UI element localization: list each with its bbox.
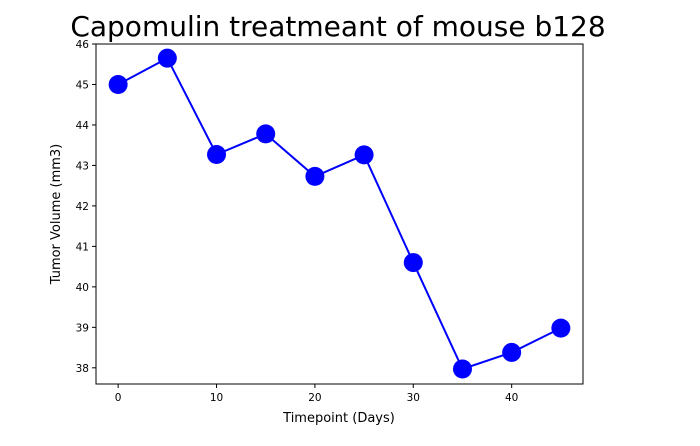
- y-tick-label: 44: [76, 120, 90, 132]
- data-point: [452, 359, 472, 379]
- plot-frame: [95, 43, 584, 385]
- x-tick-label: 0: [115, 392, 122, 404]
- x-axis-ticks: 0 10 20 30 40: [115, 384, 518, 404]
- chart-title: Capomulin treatmeant of mouse b128: [70, 10, 605, 43]
- data-point: [256, 124, 276, 144]
- y-tick-label: 38: [76, 363, 89, 375]
- y-tick-label: 45: [76, 79, 89, 91]
- y-tick-label: 40: [76, 282, 89, 294]
- series-line: [117, 56, 562, 371]
- x-tick-label: 10: [210, 392, 223, 404]
- data-point: [157, 48, 177, 68]
- x-tick-label: 20: [308, 392, 321, 404]
- y-axis-ticks: 38 39 40 41 42 43 44 45 46: [76, 39, 96, 375]
- y-tick-label: 41: [76, 241, 89, 253]
- x-tick-label: 40: [505, 392, 518, 404]
- y-tick-label: 43: [76, 160, 89, 172]
- data-point: [502, 342, 522, 362]
- data-point: [354, 145, 374, 165]
- data-point: [551, 318, 571, 338]
- series-group: [108, 48, 571, 379]
- y-axis-title: Tumor Volume (mm3): [49, 144, 64, 286]
- y-tick-label: 42: [76, 201, 89, 213]
- data-point: [207, 145, 227, 164]
- data-point: [305, 166, 325, 186]
- y-tick-label: 39: [76, 322, 89, 334]
- x-tick-label: 30: [407, 392, 420, 404]
- data-point: [108, 74, 128, 94]
- y-tick-label: 46: [76, 39, 90, 51]
- x-axis-title: Timepoint (Days): [282, 411, 395, 426]
- data-point: [403, 253, 423, 273]
